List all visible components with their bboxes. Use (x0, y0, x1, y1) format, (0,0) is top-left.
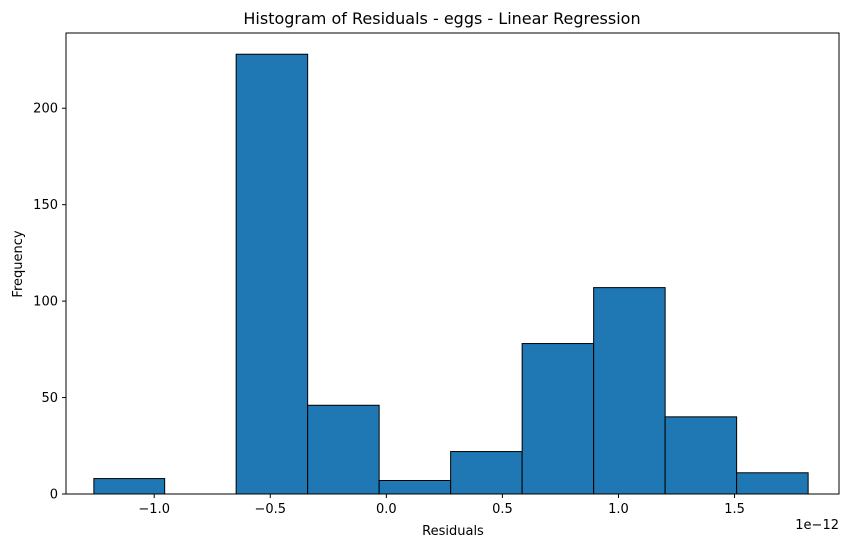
histogram-bar-6 (450, 451, 523, 495)
x-offset-label: 1e−12 (795, 518, 839, 533)
x-tick-label: 0.0 (376, 502, 397, 517)
plot-frame (65, 32, 840, 495)
bars-group (93, 53, 809, 495)
histogram-bar-7 (521, 343, 595, 495)
x-axis-label: Residuals (422, 524, 484, 539)
y-tick-label: 200 (33, 102, 58, 117)
x-tick-label: −0.5 (254, 502, 286, 517)
histogram-bar-10 (736, 472, 809, 495)
y-tick-label: 0 (50, 488, 58, 503)
x-ticks-group: −1.0 −0.5 0.0 0.5 1.0 1.5 (138, 494, 745, 517)
y-tick-label: 50 (41, 391, 58, 406)
histogram-bar-3 (235, 53, 309, 495)
histogram-bar-9 (664, 416, 738, 495)
histogram-bar-8 (593, 287, 666, 495)
chart-title: Histogram of Residuals - eggs - Linear R… (243, 9, 640, 28)
y-tick-label: 150 (33, 198, 58, 213)
y-tick-label: 100 (33, 295, 58, 310)
histogram-bar-5 (378, 480, 452, 495)
histogram-bar-4 (307, 404, 380, 495)
x-tick-label: 0.5 (492, 502, 513, 517)
y-ticks-group: 0 50 100 150 200 (33, 102, 66, 503)
x-tick-label: 1.5 (724, 502, 745, 517)
histogram-bar-1 (93, 478, 166, 495)
y-axis-label: Frequency (11, 230, 26, 297)
x-tick-label: 1.0 (608, 502, 629, 517)
x-tick-label: −1.0 (138, 502, 170, 517)
